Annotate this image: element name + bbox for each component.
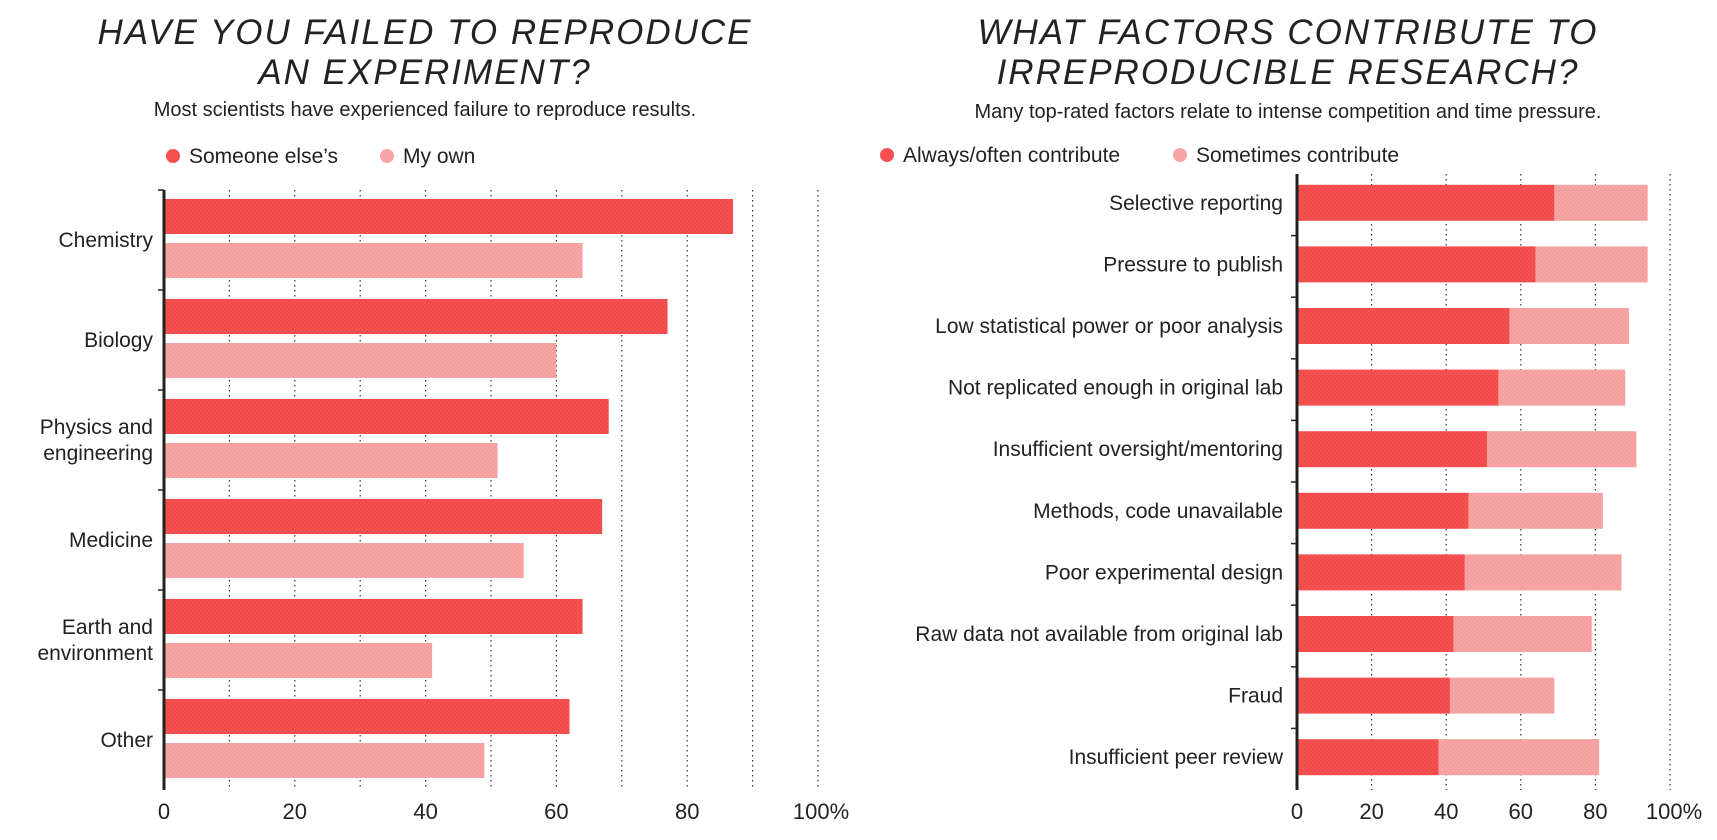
bar-always-often-low-statistical-power-or-poor-analysis (1297, 308, 1510, 344)
bar-sometimes-raw-data-not-available-from-original-lab (1453, 616, 1592, 652)
chart-left-category-labels: Chemistry Biology Physics and engineering Me… (37, 229, 153, 752)
category-label-other: Other (100, 729, 153, 752)
category-label-insufficient-oversight-mentoring: Insufficient oversight/mentoring (993, 438, 1283, 461)
bar-my-own-medicine (164, 543, 524, 578)
legend-swatch-my-own (380, 149, 394, 163)
legend-label-my-own: My own (403, 145, 475, 168)
x-tick-label-40: 40 (413, 799, 437, 824)
bar-my-own-physics-and-engineering (164, 443, 498, 478)
bar-always-often-selective-reporting (1297, 184, 1555, 221)
bar-sometimes-insufficient-peer-review (1438, 739, 1600, 776)
category-label-chemistry: Chemistry (58, 229, 153, 252)
x-tick-label-80: 80 (675, 799, 699, 824)
chart-right-category-labels: Selective reporting Pressure to publish Lo… (915, 192, 1284, 769)
category-label-methods-code-unavailable: Methods, code unavailable (1033, 500, 1283, 523)
category-label-physics-and-engineering: Physics and (40, 416, 153, 439)
legend-swatch-always-often (880, 148, 894, 162)
bar-someone-elses-other (164, 699, 570, 734)
x-tick-label-100: 100% (1646, 799, 1702, 824)
bar-sometimes-not-replicated-enough-in-original-lab (1498, 369, 1626, 406)
chart-right-title-line-2: IRREPRODUCIBLE RESEARCH? (997, 53, 1580, 92)
x-tick-label-80: 80 (1583, 799, 1607, 824)
x-tick-label-20: 20 (283, 799, 307, 824)
chart-left: HAVE YOU FAILED TO REPRODUCE AN EXPERIME… (37, 13, 849, 824)
chart-left-title-line-2: AN EXPERIMENT? (256, 53, 591, 92)
chart-left-subtitle: Most scientists have experienced failure… (154, 99, 697, 121)
bar-my-own-biology (164, 343, 557, 378)
category-label-selective-reporting: Selective reporting (1109, 192, 1283, 215)
chart-right-axis (1291, 174, 1299, 790)
bar-sometimes-fraud (1449, 677, 1555, 714)
bar-sometimes-poor-experimental-design (1464, 554, 1622, 591)
bar-someone-elses-physics-and-engineering (164, 399, 609, 434)
bar-always-often-poor-experimental-design (1297, 554, 1465, 591)
bar-someone-elses-chemistry (164, 199, 733, 234)
chart-left-title-line-1: HAVE YOU FAILED TO REPRODUCE (97, 13, 752, 52)
chart-left-gridlines (228, 190, 819, 790)
chart-right-legend: Always/often contribute Sometimes contri… (880, 144, 1399, 167)
category-label-low-statistical-power-or-poor-analysis: Low statistical power or poor analysis (935, 315, 1283, 338)
category-label-physics-and-engineering: engineering (43, 442, 153, 465)
bar-always-often-insufficient-oversight-mentoring (1297, 431, 1488, 468)
chart-right-bars (1297, 184, 1648, 776)
legend-swatch-sometimes (1173, 148, 1187, 162)
category-label-poor-experimental-design: Poor experimental design (1045, 561, 1283, 584)
x-tick-label-60: 60 (544, 799, 568, 824)
chart-left-tick-labels: 0 20 40 60 80 100% (158, 799, 849, 824)
x-tick-label-20: 20 (1359, 799, 1383, 824)
category-label-biology: Biology (84, 329, 153, 352)
x-tick-label-40: 40 (1434, 799, 1458, 824)
legend-label-someone-elses: Someone else’s (189, 145, 338, 168)
x-tick-label-100: 100% (793, 799, 849, 824)
category-label-medicine: Medicine (69, 529, 153, 552)
bar-sometimes-low-statistical-power-or-poor-analysis (1509, 308, 1629, 344)
category-label-raw-data-not-available-from-original-lab: Raw data not available from original lab (915, 623, 1283, 646)
bar-someone-elses-biology (164, 299, 668, 334)
legend-label-always-often: Always/often contribute (903, 144, 1120, 167)
chart-left-axis (158, 189, 166, 790)
bar-sometimes-insufficient-oversight-mentoring (1487, 431, 1637, 468)
category-label-insufficient-peer-review: Insufficient peer review (1069, 746, 1284, 769)
bar-sometimes-pressure-to-publish (1535, 246, 1648, 283)
category-label-not-replicated-enough-in-original-lab: Not replicated enough in original lab (948, 377, 1283, 400)
bar-my-own-chemistry (164, 243, 583, 278)
bar-always-often-methods-code-unavailable (1297, 492, 1469, 529)
category-label-earth-and-environment: environment (37, 642, 153, 665)
bar-sometimes-methods-code-unavailable (1468, 492, 1603, 529)
bar-sometimes-selective-reporting (1554, 184, 1648, 221)
legend-label-sometimes: Sometimes contribute (1196, 144, 1399, 167)
bar-someone-elses-medicine (164, 499, 603, 534)
category-label-pressure-to-publish: Pressure to publish (1103, 253, 1283, 276)
chart-left-legend: Someone else’s My own (166, 145, 475, 168)
x-tick-label-0: 0 (1291, 799, 1303, 824)
legend-swatch-someone-elses (166, 149, 180, 163)
chart-left-bars (164, 199, 733, 778)
bar-my-own-other (164, 743, 485, 778)
chart-right-subtitle: Many top-rated factors relate to intense… (975, 101, 1602, 123)
chart-right: WHAT FACTORS CONTRIBUTE TO IRREPRODUCIBL… (880, 13, 1702, 824)
bar-always-often-fraud (1297, 677, 1450, 714)
chart-right-tick-labels: 0 20 40 60 80 100% (1291, 799, 1702, 824)
chart-right-title-line-1: WHAT FACTORS CONTRIBUTE TO (977, 13, 1598, 52)
x-tick-label-60: 60 (1509, 799, 1533, 824)
category-label-earth-and-environment: Earth and (62, 616, 153, 639)
bar-always-often-raw-data-not-available-from-original-lab (1297, 616, 1454, 652)
bar-always-often-insufficient-peer-review (1297, 739, 1439, 776)
bar-always-often-not-replicated-enough-in-original-lab (1297, 369, 1499, 406)
bar-always-often-pressure-to-publish (1297, 246, 1536, 283)
category-label-fraud: Fraud (1228, 685, 1283, 708)
bar-my-own-earth-and-environment (164, 643, 433, 678)
x-tick-label-0: 0 (158, 799, 170, 824)
bar-someone-elses-earth-and-environment (164, 599, 583, 634)
